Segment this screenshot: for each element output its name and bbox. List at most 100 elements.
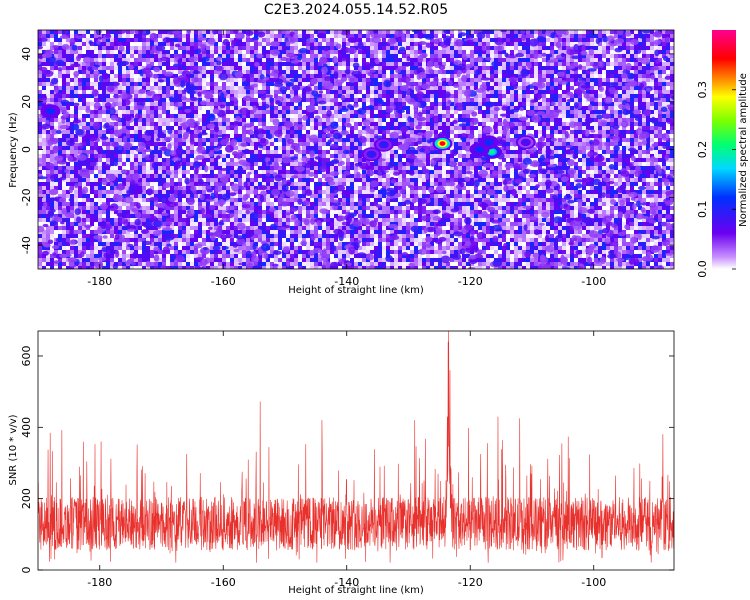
heatmap-cell	[90, 38, 94, 42]
heatmap-cell	[378, 78, 382, 82]
heatmap-cell	[266, 82, 270, 86]
heatmap-cell	[270, 102, 274, 106]
heatmap-cell	[382, 70, 386, 74]
heatmap-cell	[590, 42, 594, 46]
heatmap-cell	[394, 94, 398, 98]
heatmap-cell	[62, 90, 66, 94]
heatmap-cell	[94, 154, 98, 158]
heatmap-cell	[354, 114, 358, 118]
heatmap-cell	[298, 118, 302, 122]
heatmap-cell	[510, 102, 514, 106]
heatmap-cell	[246, 102, 250, 106]
heatmap-cell	[206, 122, 210, 126]
heatmap-cell	[534, 138, 538, 142]
heatmap-cell	[42, 90, 46, 94]
heatmap-cell	[322, 46, 326, 50]
heatmap-cell	[522, 126, 526, 130]
heatmap-cell	[326, 50, 330, 54]
heatmap-cell	[650, 94, 654, 98]
heatmap-cell	[510, 58, 514, 62]
heatmap-cell	[458, 138, 462, 142]
heatmap-cell	[606, 138, 610, 142]
heatmap-cell	[166, 106, 170, 110]
heatmap-cell	[234, 118, 238, 122]
heatmap-cell	[198, 106, 202, 110]
heatmap-cell	[130, 54, 134, 58]
heatmap-cell	[574, 146, 578, 150]
heatmap-cell	[586, 82, 590, 86]
heatmap-cell	[274, 62, 278, 66]
heatmap-cell	[598, 50, 602, 54]
heatmap-cell	[442, 122, 446, 126]
heatmap-cell	[154, 122, 158, 126]
heatmap-cell	[330, 118, 334, 122]
heatmap-cell	[210, 74, 214, 78]
heatmap-cell	[598, 98, 602, 102]
heatmap-cell	[666, 126, 670, 130]
heatmap-cell	[142, 98, 146, 102]
heatmap-cell	[434, 50, 438, 54]
heatmap-cell	[450, 130, 454, 134]
heatmap-cell	[514, 42, 518, 46]
heatmap-cell	[342, 138, 346, 142]
heatmap-cell	[518, 110, 522, 114]
heatmap-cell	[234, 102, 238, 106]
heatmap-cell	[58, 98, 62, 102]
heatmap-cell	[162, 126, 166, 130]
heatmap-cell	[250, 126, 254, 130]
heatmap-cell	[482, 66, 486, 70]
heatmap-cell	[102, 78, 106, 82]
heatmap-cell	[370, 138, 374, 142]
heatmap-cell	[238, 130, 242, 134]
heatmap-cell	[594, 118, 598, 122]
heatmap-cell	[478, 82, 482, 86]
heatmap-cell	[194, 154, 198, 158]
heatmap-cell	[266, 110, 270, 114]
heatmap-cell	[174, 154, 178, 158]
heatmap-cell	[610, 122, 614, 126]
heatmap-cell	[146, 106, 150, 110]
heatmap-cell	[490, 42, 494, 46]
heatmap-cell	[142, 42, 146, 46]
heatmap-cell	[454, 46, 458, 50]
heatmap-cell	[658, 82, 662, 86]
heatmap-cell	[590, 90, 594, 94]
heatmap-cell	[598, 74, 602, 78]
heatmap-cell	[514, 58, 518, 62]
heatmap-cell	[450, 118, 454, 122]
heatmap-cell	[514, 130, 518, 134]
heatmap-cell	[270, 34, 274, 38]
heatmap-cell	[506, 86, 510, 90]
heatmap-cell	[378, 74, 382, 78]
heatmap-cell	[502, 94, 506, 98]
heatmap-cell	[50, 146, 54, 150]
heatmap-cell	[82, 118, 86, 122]
heatmap-cell	[518, 134, 522, 138]
heatmap-cell	[206, 154, 210, 158]
heatmap-cell	[174, 138, 178, 142]
heatmap-cell	[514, 66, 518, 70]
heatmap-cell	[626, 90, 630, 94]
heatmap-cell	[434, 150, 438, 154]
heatmap-cell	[626, 150, 630, 154]
heatmap-cell	[226, 66, 230, 70]
heatmap-cell	[326, 90, 330, 94]
heatmap-cell	[270, 30, 274, 34]
heatmap-cell	[546, 90, 550, 94]
heatmap-cell	[346, 110, 350, 114]
heatmap-cell	[482, 42, 486, 46]
heatmap-cell	[326, 94, 330, 98]
heatmap-cell	[602, 70, 606, 74]
heatmap-cell	[570, 110, 574, 114]
heatmap-cell	[126, 66, 130, 70]
heatmap-cell	[662, 114, 666, 118]
heatmap-cell	[110, 34, 114, 38]
heatmap-cell	[554, 62, 558, 66]
heatmap-cell	[294, 46, 298, 50]
heatmap-cell	[594, 126, 598, 130]
heatmap-cell	[362, 38, 366, 42]
heatmap-cell	[150, 102, 154, 106]
heatmap-cell	[98, 46, 102, 50]
heatmap-cell	[578, 82, 582, 86]
